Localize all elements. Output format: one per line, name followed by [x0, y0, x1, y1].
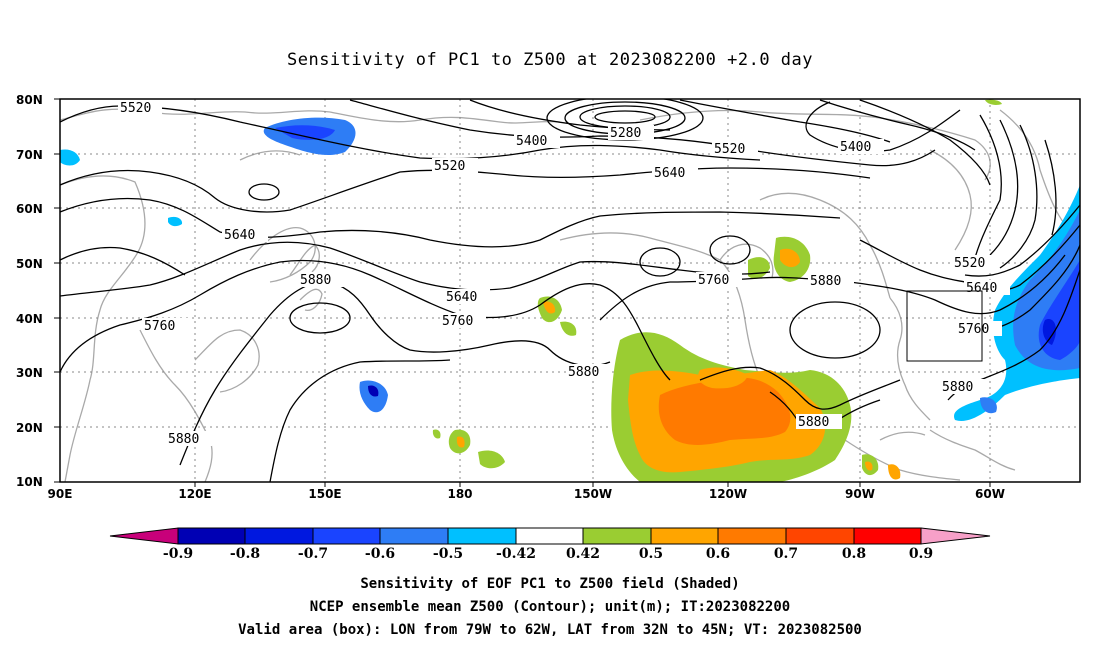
colorbar-segment [650, 527, 719, 545]
colorbar-segment [177, 527, 246, 545]
contour-label: 5400 [516, 134, 547, 149]
contour-label: 5280 [610, 126, 641, 141]
valid-area-box [906, 290, 983, 362]
lon-label: 120E [178, 487, 211, 501]
colorbar-segment [717, 527, 787, 545]
colorbar-segment [244, 527, 314, 545]
map-frame [59, 98, 1081, 483]
lon-label: 150E [308, 487, 341, 501]
contour-label: 5520 [434, 159, 465, 174]
lat-label: 10N [16, 475, 43, 489]
contour-label: 5880 [568, 365, 599, 380]
latitude-labels: 80N 70N 60N 50N 40N 30N 20N 10N [16, 93, 43, 489]
lon-label: 180 [447, 487, 472, 501]
contour-labels: 5520 5280 5400 5520 5400 5520 5640 5640 … [118, 100, 1010, 447]
lat-label: 70N [16, 148, 43, 162]
colorbar-label: 0.5 [639, 546, 663, 562]
lat-label: 40N [16, 312, 43, 326]
colorbar-segment [920, 527, 991, 545]
contour-label: 5640 [446, 290, 477, 305]
colorbar-segment [312, 527, 381, 545]
contour-label: 5520 [120, 101, 151, 116]
contour-label: 5760 [698, 273, 729, 288]
colorbar-label: -0.6 [365, 546, 395, 562]
contour-label: 5520 [954, 256, 985, 271]
lon-label: 90W [845, 487, 875, 501]
contour-label: 5880 [810, 274, 841, 289]
contour-label: 5880 [942, 380, 973, 395]
colorbar-label: 0.9 [909, 546, 933, 562]
colorbar-label: 0.7 [774, 546, 798, 562]
contour-label: 5640 [224, 228, 255, 243]
colorbar: -0.9 -0.8 -0.7 -0.6 -0.5 -0.42 0.42 0.5 … [109, 527, 991, 562]
contour-label: 5760 [442, 314, 473, 329]
contour-label: 5760 [144, 319, 175, 334]
colorbar-label: 0.6 [706, 546, 730, 562]
colorbar-segment [109, 527, 179, 545]
lon-label: 150W [574, 487, 612, 501]
contour-label: 5880 [300, 273, 331, 288]
lon-label: 90E [48, 487, 73, 501]
colorbar-segment [853, 527, 922, 545]
contour-label: 5520 [714, 142, 745, 157]
colorbar-label: -0.8 [230, 546, 260, 562]
lat-label: 20N [16, 421, 43, 435]
colorbar-label: 0.42 [566, 546, 600, 562]
grid-lines [60, 99, 1080, 482]
colorbar-label: -0.9 [163, 546, 193, 562]
contour-label: 5760 [958, 322, 989, 337]
negative-sensitivity-shading [60, 117, 1080, 421]
colorbar-segment [582, 527, 652, 545]
colorbar-segment [379, 527, 449, 545]
colorbar-segment [447, 527, 517, 545]
colorbar-segment [515, 527, 584, 545]
caption-contour: NCEP ensemble mean Z500 (Contour); unit(… [309, 599, 791, 615]
caption-valid-area: Valid area (box): LON from 79W to 62W, L… [238, 622, 862, 638]
chart-title: Sensitivity of PC1 to Z500 at 2023082200… [286, 50, 813, 70]
lat-label: 80N [16, 93, 43, 107]
lon-label: 60W [975, 487, 1005, 501]
contour-label: 5400 [840, 140, 871, 155]
colorbar-segment [785, 527, 855, 545]
colorbar-label: -0.42 [496, 546, 536, 562]
lat-label: 30N [16, 366, 43, 380]
caption-shaded: Sensitivity of EOF PC1 to Z500 field (Sh… [360, 576, 740, 592]
contour-label: 5640 [654, 166, 685, 181]
contour-label: 5880 [168, 432, 199, 447]
lon-label: 120W [709, 487, 747, 501]
lat-label: 50N [16, 257, 43, 271]
colorbar-label: 0.8 [842, 546, 866, 562]
axis-ticks [54, 98, 991, 487]
contour-label: 5640 [966, 281, 997, 296]
colorbar-label: -0.7 [298, 546, 328, 562]
colorbar-label: -0.5 [433, 546, 463, 562]
lat-label: 60N [16, 202, 43, 216]
contour-label: 5880 [798, 415, 829, 430]
longitude-labels: 90E 120E 150E 180 150W 120W 90W 60W [48, 487, 1005, 501]
